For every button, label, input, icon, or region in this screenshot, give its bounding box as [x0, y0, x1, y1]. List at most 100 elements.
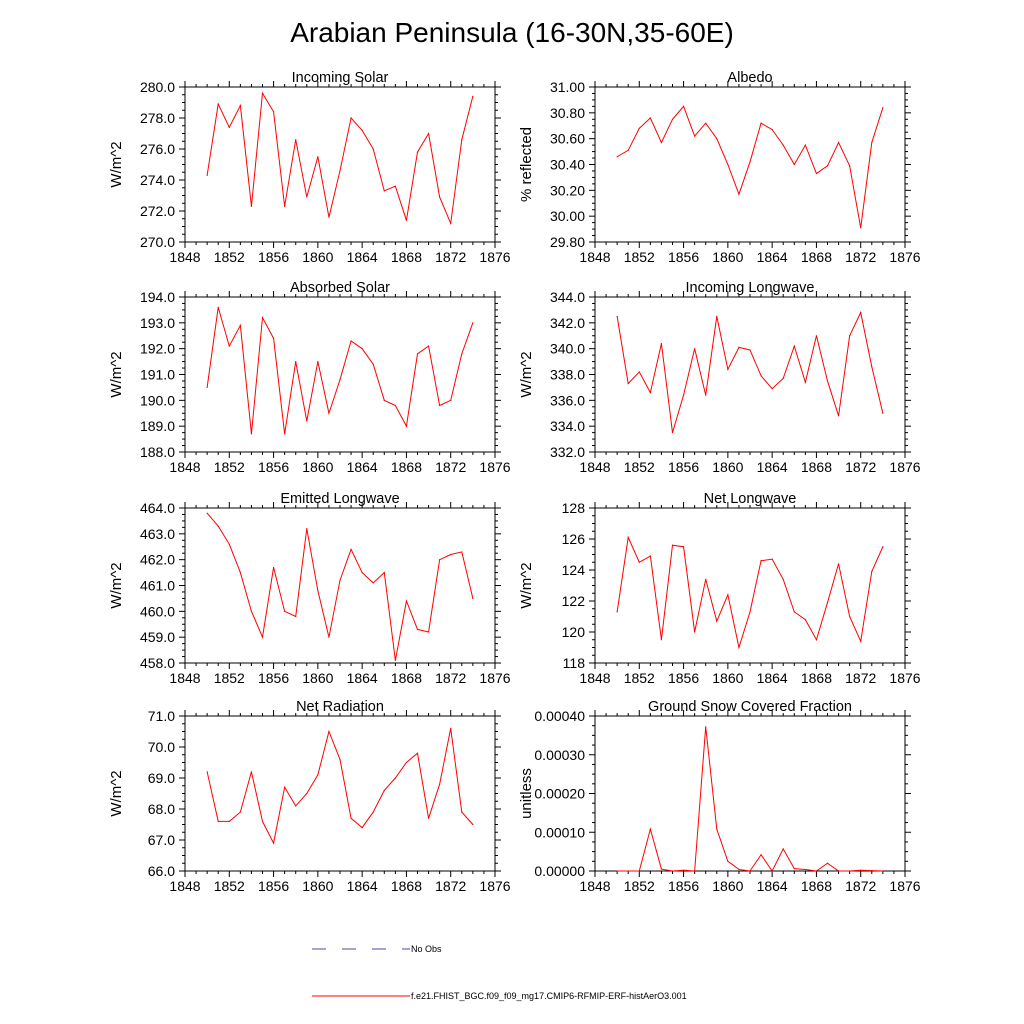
y-tick-label: 338.0 — [550, 367, 585, 383]
data-point — [760, 122, 762, 124]
data-point — [793, 163, 795, 166]
x-tick-label: 1872 — [845, 249, 876, 265]
data-point — [782, 377, 784, 379]
y-tick-label: 459.0 — [140, 629, 175, 645]
data-point — [871, 570, 873, 573]
data-point — [660, 141, 663, 144]
x-tick-label: 1868 — [801, 459, 832, 475]
x-tick-label: 1872 — [435, 249, 466, 265]
x-tick-label: 1852 — [624, 670, 655, 686]
data-point — [826, 601, 829, 604]
data-point — [427, 631, 430, 633]
data-point — [339, 758, 341, 761]
data-point — [660, 342, 663, 345]
x-tick-label: 1860 — [712, 878, 743, 894]
data-point — [826, 165, 829, 167]
data-point — [317, 156, 319, 158]
data-point — [815, 335, 818, 337]
x-tick-label: 1860 — [712, 670, 743, 686]
data-point — [738, 193, 740, 195]
x-tick-label: 1868 — [801, 670, 832, 686]
data-point — [738, 868, 740, 871]
x-tick-label: 1868 — [391, 459, 422, 475]
data-point — [815, 639, 818, 641]
panel-title: Net Longwave — [704, 491, 797, 507]
data-point — [228, 126, 230, 128]
x-tick-label: 1876 — [479, 459, 510, 475]
data-point — [660, 639, 663, 641]
y-axis-label: W/m^2 — [108, 770, 125, 816]
data-point — [682, 394, 685, 396]
x-tick-label: 1876 — [889, 670, 920, 686]
data-point — [472, 597, 474, 600]
data-point — [439, 196, 441, 198]
data-point — [727, 163, 729, 166]
data-point — [782, 848, 784, 850]
plot-frame — [594, 715, 906, 872]
data-point — [427, 345, 430, 347]
data-point — [394, 404, 396, 407]
data-point — [250, 610, 253, 612]
data-point — [328, 216, 330, 218]
x-tick-label: 1848 — [579, 670, 610, 686]
data-point — [627, 536, 629, 539]
y-tick-label: 462.0 — [140, 552, 175, 568]
data-point — [793, 868, 795, 870]
y-tick-label: 344.0 — [550, 289, 585, 305]
panel-title: Absorbed Solar — [290, 280, 390, 296]
data-point — [882, 546, 884, 548]
panel-1: Incoming Solar W/m^2 1848 1852 1856 1860 1864 1… — [108, 70, 511, 265]
data-point — [638, 371, 640, 373]
series-line — [206, 91, 474, 226]
x-tick-label: 1856 — [258, 249, 289, 265]
panel-title: Albedo — [727, 70, 772, 86]
x-tick-label: 1868 — [801, 249, 832, 265]
x-tick-label: 1848 — [169, 878, 200, 894]
data-point — [228, 345, 230, 347]
x-tick-label: 1856 — [258, 459, 289, 475]
x-tick-label: 1856 — [668, 459, 699, 475]
x-tick-label: 1876 — [479, 878, 510, 894]
series-line — [206, 307, 474, 434]
x-tick-label: 1848 — [169, 249, 200, 265]
data-point — [649, 117, 651, 119]
data-point — [727, 368, 729, 370]
data-point — [328, 412, 330, 414]
data-point — [217, 525, 219, 527]
data-point — [826, 862, 829, 864]
y-tick-label: 191.0 — [140, 367, 175, 383]
data-point — [716, 315, 718, 317]
data-point — [860, 640, 862, 642]
data-point — [749, 611, 751, 613]
data-point — [682, 546, 685, 548]
y-tick-label: 30.80 — [550, 105, 585, 121]
data-point — [239, 571, 241, 574]
data-point — [306, 196, 308, 198]
data-point — [849, 615, 851, 618]
x-tick-label: 1848 — [579, 249, 610, 265]
y-axis-label: W/m^2 — [108, 141, 125, 187]
y-tick-label: 276.0 — [140, 141, 175, 157]
data-point — [306, 420, 308, 422]
panel-title: Ground Snow Covered Fraction — [648, 699, 852, 715]
x-tick-label: 1872 — [845, 459, 876, 475]
data-point — [860, 311, 862, 314]
data-point — [228, 543, 230, 545]
data-point — [295, 805, 297, 807]
y-tick-label: 342.0 — [550, 315, 585, 331]
x-tick-label: 1852 — [214, 249, 245, 265]
data-point — [439, 404, 441, 407]
series-line — [616, 310, 884, 433]
x-tick-label: 1868 — [801, 878, 832, 894]
data-point — [771, 388, 773, 390]
x-tick-label: 1872 — [435, 670, 466, 686]
y-tick-label: 124 — [562, 562, 586, 578]
data-point — [871, 141, 873, 144]
data-point — [206, 174, 208, 176]
y-tick-label: 0.00000 — [534, 863, 585, 879]
data-point — [372, 582, 374, 584]
data-point — [760, 560, 762, 562]
y-tick-label: 460.0 — [140, 603, 175, 619]
x-tick-label: 1872 — [845, 670, 876, 686]
data-point — [804, 868, 806, 871]
